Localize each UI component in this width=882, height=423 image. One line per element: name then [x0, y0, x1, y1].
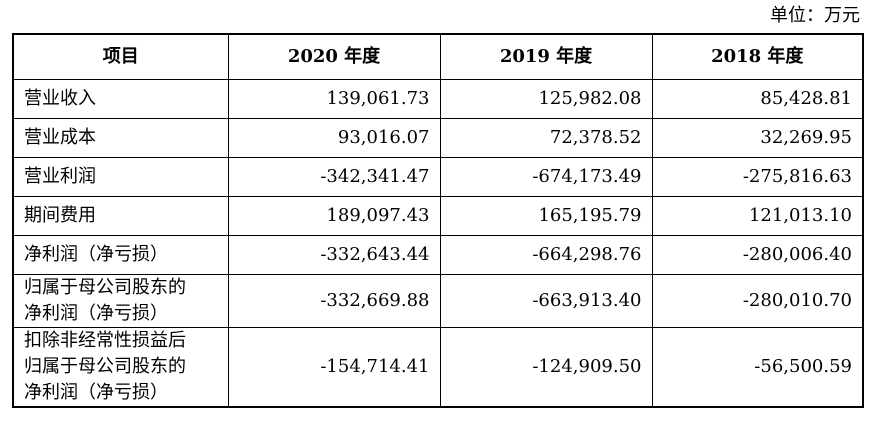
row-label: 营业收入	[12, 79, 229, 119]
cell-2019: -124,909.50	[439, 327, 653, 408]
row-label-line: 净利润（净亏损）	[24, 303, 168, 324]
unit-label: 单位：万元	[770, 5, 860, 26]
table-row: 扣除非经常性损益后 归属于母公司股东的 净利润（净亏损） -154,714.41…	[12, 327, 864, 408]
header-2020: 2020 年度	[227, 33, 441, 80]
cell-2018: 85,428.81	[651, 79, 864, 119]
financial-table: 项目 2020 年度 2019 年度 2018 年度 营业收入 139,061.…	[12, 33, 864, 408]
cell-2019: -674,173.49	[439, 157, 653, 197]
table-row: 营业收入 139,061.73 125,982.08 85,428.81	[12, 79, 864, 119]
row-label: 期间费用	[12, 196, 229, 236]
cell-2020: -342,341.47	[227, 157, 441, 197]
row-label: 营业成本	[12, 118, 229, 158]
header-row: 项目 2020 年度 2019 年度 2018 年度	[12, 33, 864, 80]
cell-2018: -280,010.70	[651, 274, 864, 328]
cell-2019: -664,298.76	[439, 235, 653, 275]
cell-2019: 165,195.79	[439, 196, 653, 236]
cell-2018: -275,816.63	[651, 157, 864, 197]
cell-2020: 189,097.43	[227, 196, 441, 236]
header-item: 项目	[12, 33, 229, 80]
table-row: 期间费用 189,097.43 165,195.79 121,013.10	[12, 196, 864, 236]
cell-2020: -154,714.41	[227, 327, 441, 408]
cell-2020: -332,669.88	[227, 274, 441, 328]
cell-2018: 121,013.10	[651, 196, 864, 236]
cell-2019: 72,378.52	[439, 118, 653, 158]
table-row: 营业成本 93,016.07 72,378.52 32,269.95	[12, 118, 864, 158]
table-row: 归属于母公司股东的 净利润（净亏损） -332,669.88 -663,913.…	[12, 274, 864, 328]
row-label-line: 归属于母公司股东的	[24, 277, 186, 298]
cell-2019: 125,982.08	[439, 79, 653, 119]
row-label-line: 归属于母公司股东的	[24, 356, 186, 377]
cell-2018: -56,500.59	[651, 327, 864, 408]
header-2019: 2019 年度	[439, 33, 653, 80]
row-label: 营业利润	[12, 157, 229, 197]
cell-2020: 139,061.73	[227, 79, 441, 119]
cell-2020: -332,643.44	[227, 235, 441, 275]
table-row: 净利润（净亏损） -332,643.44 -664,298.76 -280,00…	[12, 235, 864, 275]
table-row: 营业利润 -342,341.47 -674,173.49 -275,816.63	[12, 157, 864, 197]
header-2018: 2018 年度	[651, 33, 864, 80]
cell-2020: 93,016.07	[227, 118, 441, 158]
row-label: 扣除非经常性损益后 归属于母公司股东的 净利润（净亏损）	[12, 327, 229, 408]
cell-2018: 32,269.95	[651, 118, 864, 158]
row-label-line: 净利润（净亏损）	[24, 382, 168, 403]
row-label-line: 扣除非经常性损益后	[24, 330, 186, 351]
cell-2018: -280,006.40	[651, 235, 864, 275]
row-label: 净利润（净亏损）	[12, 235, 229, 275]
cell-2019: -663,913.40	[439, 274, 653, 328]
row-label: 归属于母公司股东的 净利润（净亏损）	[12, 274, 229, 328]
